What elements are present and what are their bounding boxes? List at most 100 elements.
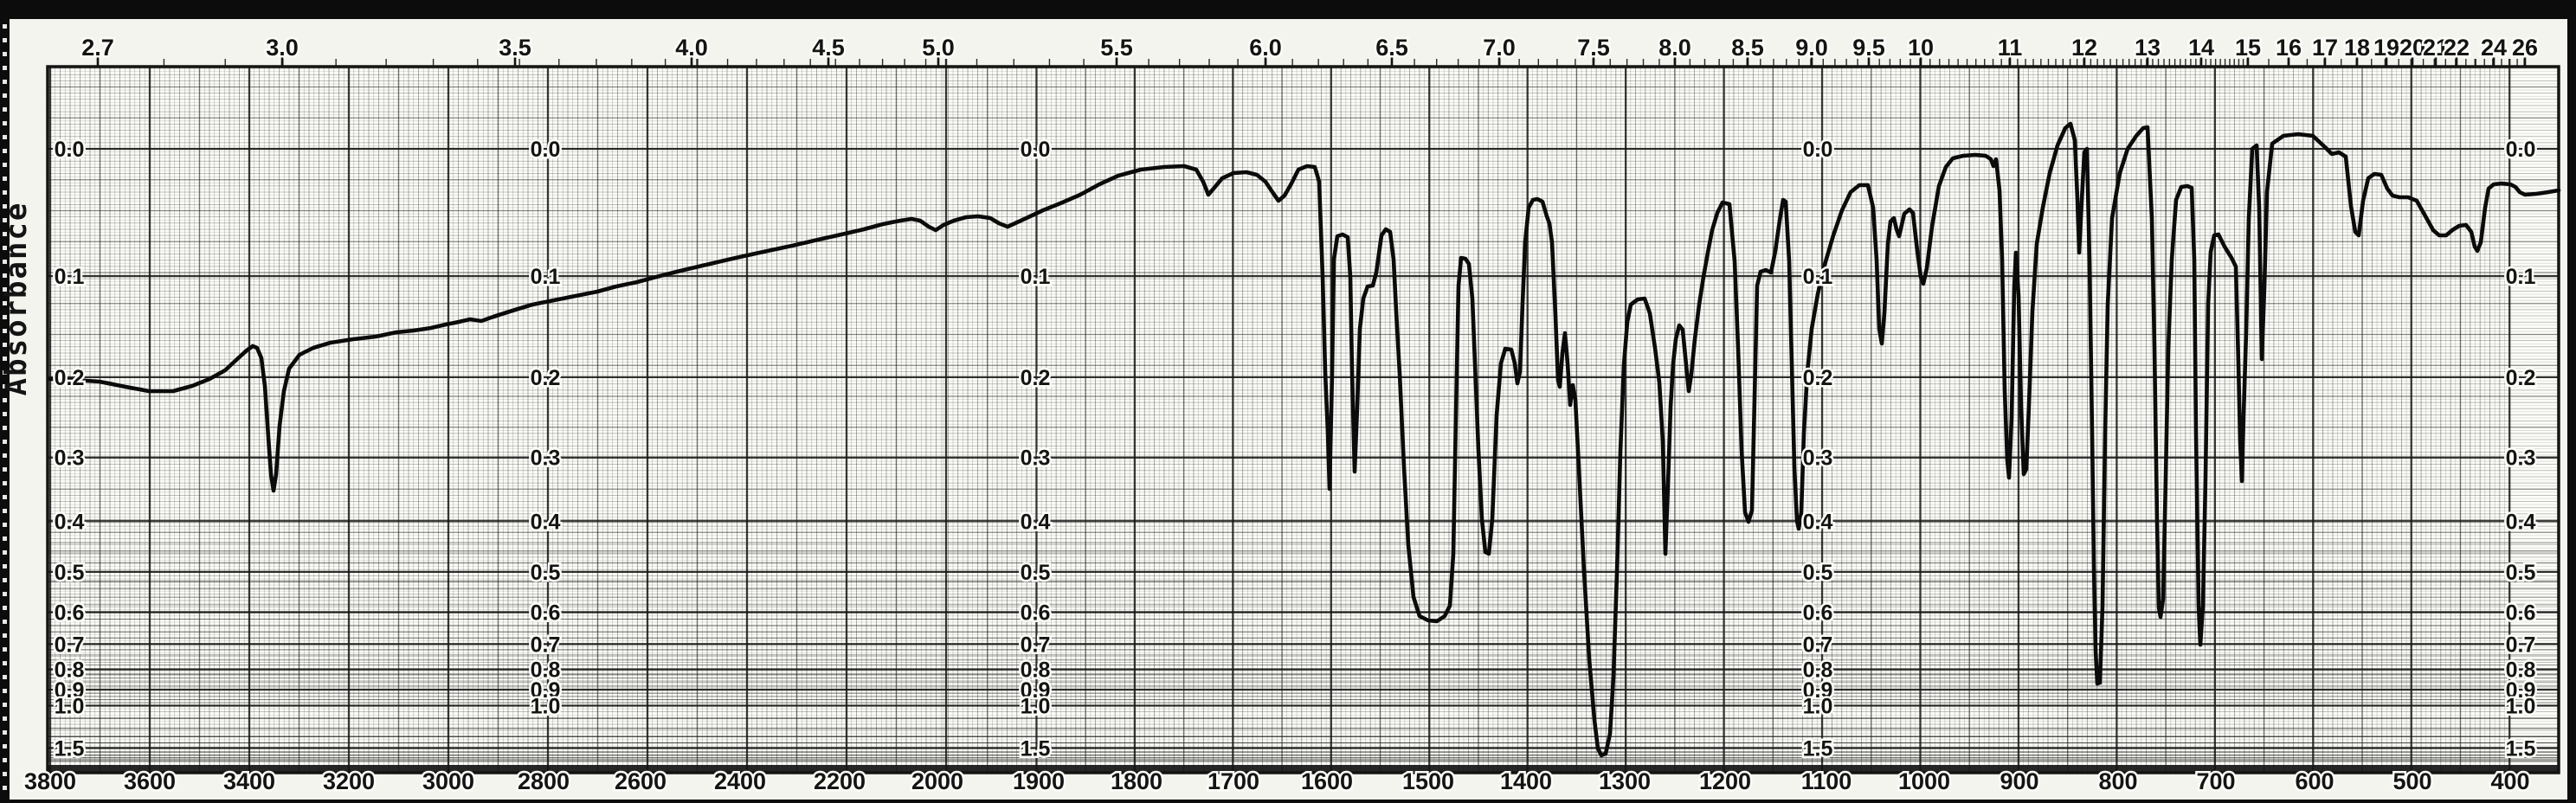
absorbance-tick-label: 0.2 bbox=[55, 366, 85, 390]
micron-tick-label: 8.0 bbox=[1658, 35, 1691, 61]
absorbance-tick-label: 1.0 bbox=[55, 695, 85, 719]
micron-tick-label: 26 bbox=[2512, 35, 2538, 61]
absorbance-tick-label: 0.6 bbox=[55, 601, 85, 625]
micron-tick-label: 9.0 bbox=[1795, 35, 1828, 61]
absorbance-tick-label: 0.5 bbox=[531, 561, 561, 585]
absorbance-tick-label: 0.3 bbox=[2506, 446, 2536, 471]
micron-tick-label: 5.0 bbox=[922, 35, 955, 61]
absorbance-tick-label: 0.8 bbox=[531, 658, 561, 683]
absorbance-tick-label: 0.1 bbox=[531, 265, 561, 289]
wavenumber-tick-label: 3600 bbox=[124, 768, 176, 794]
absorbance-tick-label: 0.4 bbox=[55, 510, 85, 534]
wavenumber-tick-label: 3200 bbox=[323, 768, 375, 794]
micron-tick-label: 8.5 bbox=[1731, 35, 1764, 61]
wavenumber-tick-label: 1700 bbox=[1208, 768, 1259, 794]
absorbance-tick-label: 0.9 bbox=[55, 678, 85, 703]
absorbance-tick-label: 0.0 bbox=[1803, 138, 1833, 162]
axis-labels: 2.7 3.0 3.5 4.0 4.5 5.0 5.5 6.0 6.5 7.0 7.5 8.0 8.5 9… bbox=[22, 33, 2540, 797]
absorbance-tick-label: 0.9 bbox=[1803, 678, 1833, 703]
absorbance-tick-label: 0.5 bbox=[1021, 561, 1051, 585]
micron-tick-label: 2.7 bbox=[81, 35, 114, 61]
absorbance-tick-label: 0.1 bbox=[1021, 265, 1051, 289]
absorbance-tick-label: 0.6 bbox=[1803, 601, 1833, 625]
micron-tick-label: 18 bbox=[2344, 35, 2370, 61]
micron-tick-label: 14 bbox=[2188, 35, 2214, 61]
wavenumber-tick-label: 1500 bbox=[1402, 768, 1454, 794]
absorbance-tick-label: 0.7 bbox=[1803, 633, 1833, 657]
absorbance-tick-label: 0.1 bbox=[2506, 265, 2536, 289]
micron-tick-label: 13 bbox=[2135, 35, 2161, 61]
micron-tick-label: 22 bbox=[2444, 35, 2470, 61]
absorbance-tick-label: 0.9 bbox=[2506, 678, 2536, 703]
micron-tick-label: 10 bbox=[1908, 35, 1934, 61]
spectrum-trace-line bbox=[48, 121, 2561, 758]
wavenumber-tick-label: 2800 bbox=[518, 768, 570, 794]
wavenumber-tick-label: 400 bbox=[2490, 768, 2529, 794]
wavenumber-tick-label: 1800 bbox=[1111, 768, 1162, 794]
wavenumber-tick-label: 1200 bbox=[1699, 768, 1751, 794]
absorbance-tick-label: 0.2 bbox=[2506, 366, 2536, 390]
absorbance-tick-label: 0.8 bbox=[1803, 658, 1833, 683]
micron-tick-label: 11 bbox=[1998, 35, 2023, 61]
absorbance-tick-label: 0.5 bbox=[1803, 561, 1833, 585]
absorbance-tick-label: 1.5 bbox=[1803, 736, 1833, 761]
wavenumber-tick-label: 2200 bbox=[814, 768, 866, 794]
spectrum-trace bbox=[48, 121, 2561, 758]
wavenumber-tick-label: 1900 bbox=[1013, 768, 1065, 794]
absorbance-tick-label: 0.2 bbox=[1803, 366, 1833, 390]
micron-tick-label: 19 bbox=[2373, 35, 2399, 61]
absorbance-tick-label: 0.2 bbox=[1021, 366, 1051, 390]
micron-tick-label: 17 bbox=[2312, 35, 2338, 61]
absorbance-tick-label: 0.6 bbox=[531, 601, 561, 625]
plot-border bbox=[46, 65, 2560, 774]
micron-tick-label: 16 bbox=[2276, 35, 2302, 61]
wavenumber-tick-label: 1000 bbox=[1898, 768, 1950, 794]
wavenumber-tick-label: 1400 bbox=[1500, 768, 1552, 794]
wavenumber-tick-label: 2600 bbox=[615, 768, 667, 794]
absorbance-tick-label: 0.7 bbox=[2506, 633, 2536, 657]
wavenumber-tick-label: 600 bbox=[2295, 768, 2334, 794]
absorbance-tick-label: 0.0 bbox=[2506, 138, 2536, 162]
absorbance-tick-label: 0.7 bbox=[531, 633, 561, 657]
micron-tick-label: 12 bbox=[2071, 35, 2097, 61]
absorbance-tick-label: 0.7 bbox=[55, 633, 85, 657]
micron-tick-label: 7.0 bbox=[1483, 35, 1516, 61]
micron-tick-label: 4.5 bbox=[812, 35, 845, 61]
micron-tick-label: 20 bbox=[2399, 35, 2425, 61]
wavenumber-tick-label: 1300 bbox=[1599, 768, 1651, 794]
micron-tick-label: 6.5 bbox=[1375, 35, 1408, 61]
absorbance-tick-label: 0.6 bbox=[1021, 601, 1051, 625]
absorbance-tick-label: 0.8 bbox=[1021, 658, 1051, 683]
absorbance-tick-label: 0.9 bbox=[1021, 678, 1051, 703]
micron-tick-label: 5.5 bbox=[1100, 35, 1133, 61]
absorbance-tick-label: 1.5 bbox=[1021, 736, 1051, 761]
wavenumber-tick-label: 500 bbox=[2392, 768, 2431, 794]
micron-tick-label: 4.0 bbox=[675, 35, 708, 61]
absorbance-tick-label: 0.4 bbox=[1021, 510, 1051, 534]
wavenumber-tick-label: 1100 bbox=[1801, 768, 1852, 794]
absorbance-tick-label: 0.1 bbox=[55, 265, 85, 289]
absorbance-tick-label: 0.8 bbox=[2506, 658, 2536, 683]
absorbance-tick-label: 0.5 bbox=[55, 561, 85, 585]
wavenumber-tick-label: 3800 bbox=[24, 768, 76, 794]
absorbance-tick-label: 0.0 bbox=[531, 138, 561, 162]
absorbance-tick-label: 0.3 bbox=[531, 446, 561, 471]
absorbance-tick-label: 1.5 bbox=[55, 736, 85, 761]
absorbance-tick-label: 1.5 bbox=[2506, 736, 2536, 761]
absorbance-tick-label: 0.2 bbox=[531, 366, 561, 390]
micron-tick-label: 3.5 bbox=[499, 35, 531, 61]
wavenumber-tick-label: 900 bbox=[2000, 768, 2038, 794]
absorbance-tick-label: 0.4 bbox=[1803, 510, 1833, 534]
absorbance-tick-label: 1.0 bbox=[531, 695, 561, 719]
absorbance-tick-label: 1.0 bbox=[1803, 695, 1833, 719]
micron-tick-label: 3.0 bbox=[266, 35, 299, 61]
absorbance-tick-label: 1.0 bbox=[1021, 695, 1051, 719]
wavenumber-tick-label: 2000 bbox=[911, 768, 963, 794]
absorbance-tick-label: 0.8 bbox=[55, 658, 85, 683]
wavenumber-tick-label: 2400 bbox=[714, 768, 766, 794]
wavenumber-tick-label: 3400 bbox=[223, 768, 275, 794]
absorbance-tick-label: 0.5 bbox=[2506, 561, 2536, 585]
absorbance-tick-label: 0.4 bbox=[2506, 510, 2536, 534]
